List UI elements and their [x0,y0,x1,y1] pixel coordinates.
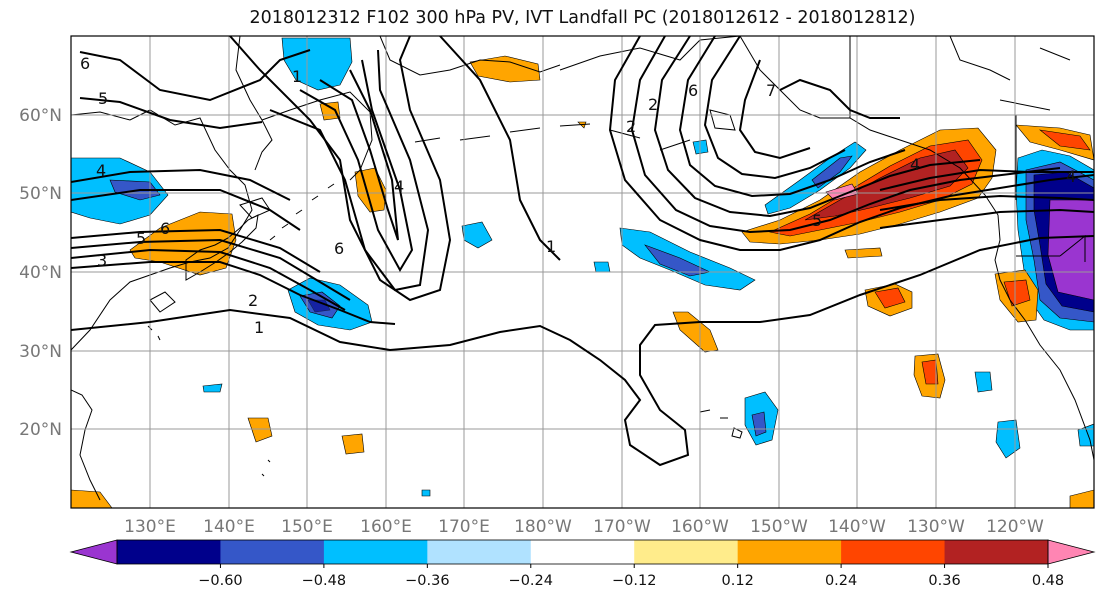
lon-label: 130°E [124,517,176,537]
map-title: 2018012312 F102 300 hPa PV, IVT Landfall… [249,8,916,28]
contour-label: 4 [96,161,106,180]
lon-label: 130°W [907,517,965,537]
lat-label: 20°N [19,420,62,440]
colorbar: −0.60 −0.48 −0.36 −0.24 −0.12 0.12 0.24 0.36 0.4… [69,539,1096,589]
lat-label: 30°N [19,342,62,362]
contour-labels: 6 5 1 4 5 6 3 2 1 4 6 1 2 2 6 7 4 5 4 [80,54,1076,337]
contour-label: 6 [160,219,170,238]
colorbar-tick-label: −0.60 [198,573,242,589]
contour-label: 1 [254,318,264,337]
contour-label: 5 [98,89,108,108]
plot-frame [70,35,1095,509]
contour-label: 6 [80,54,90,73]
colorbar-tick-label: 0.48 [1032,573,1064,589]
contour-label: 2 [248,291,258,310]
contour-label: 2 [648,95,658,114]
colorbar-cell [117,540,221,564]
contour-label: 6 [334,239,344,258]
colorbar-tick-label: −0.36 [405,573,449,589]
lon-label: 160°W [671,517,729,537]
colorbar-tick-label: 0.24 [825,573,857,589]
contour-label: 5 [812,211,822,230]
lon-label: 150°W [750,517,808,537]
colorbar-cell [634,540,739,564]
longitude-labels: 130°E 140°E 150°E 160°E 170°E 180°W 170°… [124,517,1044,537]
contour-label: 4 [1066,167,1076,186]
contour-label: 6 [688,81,698,100]
colorbar-cell [944,540,1049,564]
colorbar-extend-low [69,539,118,565]
lat-label: 50°N [19,184,62,204]
lat-label: 40°N [19,263,62,283]
contour-label: 3 [97,251,107,270]
graticule [71,36,1094,508]
shade-blue-kamchatka [281,37,353,91]
lon-label: 160°E [360,517,412,537]
colorbar-cell [323,540,428,564]
lon-label: 170°W [593,517,651,537]
contour-label: 5 [136,229,146,248]
colorbar-extend-high [1047,539,1096,565]
contour-3 [71,248,346,311]
contour-label: 1 [292,67,302,86]
lon-label: 150°E [281,517,333,537]
colorbar-frame [116,539,1049,565]
shade-blue-170w [619,227,756,291]
shade-orange-japan [129,211,237,276]
colorbar-cell [841,540,946,564]
pv-contours [71,36,1094,467]
colorbar-cell [220,540,325,564]
lon-label: 140°E [203,517,255,537]
contour-label: 1 [546,237,556,256]
colorbar-tick-label: −0.24 [509,573,553,589]
contour-label: 7 [766,81,776,100]
contour-2 [71,261,396,325]
colorbar-tick-label: −0.12 [612,573,656,589]
lat-label: 60°N [19,106,62,126]
contour-label: 2 [626,117,636,136]
colorbar-cell [427,540,532,564]
lon-label: 180°W [514,517,572,537]
colorbar-tick-label: 0.36 [928,573,960,589]
contour-label: 4 [910,155,920,174]
colorbar-tick-label: −0.48 [302,573,346,589]
pc-shading [71,37,1094,508]
contour-1-south [71,235,1094,467]
lon-label: 140°W [828,517,886,537]
lon-label: 170°E [438,517,490,537]
colorbar-cell [530,540,635,564]
shade-blue-170e [461,221,493,249]
coastlines [71,36,1094,501]
lon-label: 120°W [986,517,1044,537]
latitude-labels: 60°N 50°N 40°N 30°N 20°N [19,106,62,440]
colorbar-tick-label: 0.12 [722,573,754,589]
colorbar-cell [737,540,842,564]
contour-label: 4 [394,177,404,196]
